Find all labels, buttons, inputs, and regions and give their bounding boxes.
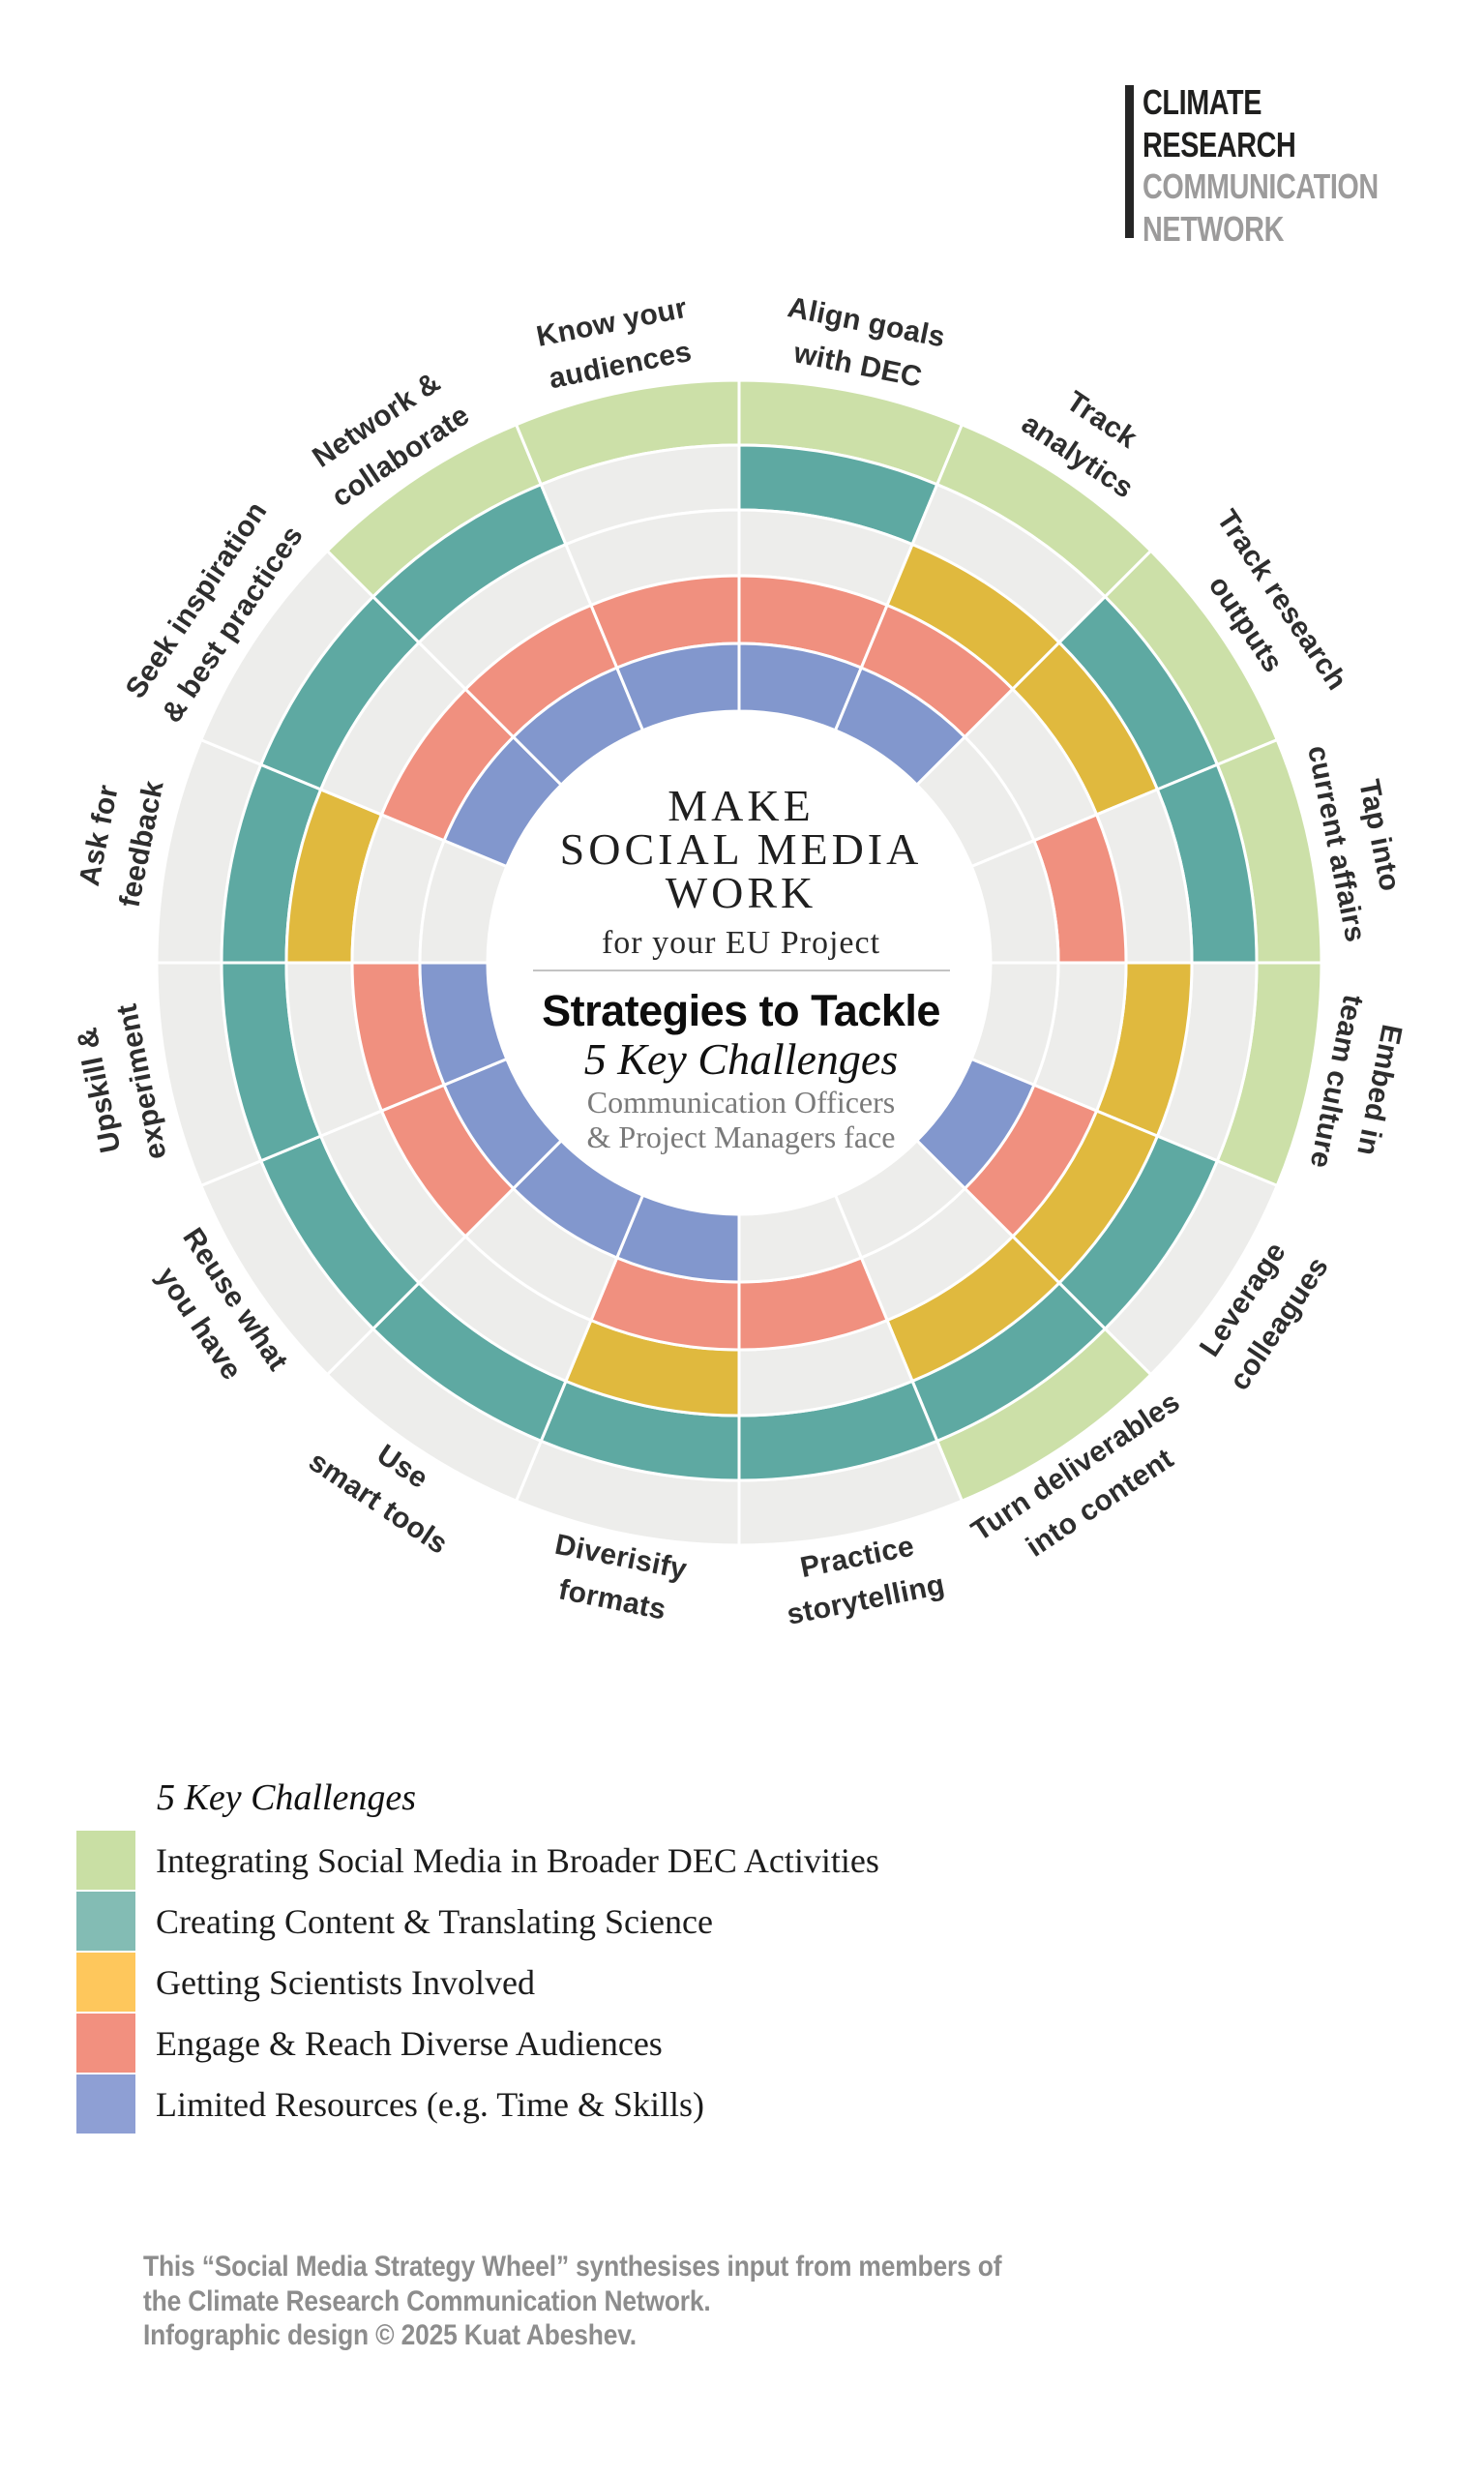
legend-label: Limited Resources (e.g. Time & Skills)	[156, 2084, 704, 2124]
legend-swatch	[76, 2014, 135, 2073]
logo-line: CLIMATE	[1143, 82, 1262, 122]
legend-label: Engage & Reach Diverse Audiences	[156, 2023, 663, 2063]
legend-row: Engage & Reach Diverse Audiences	[76, 2014, 879, 2073]
wheel-subheading: 5 Key Challenges	[583, 1034, 899, 1084]
wheel-cells	[155, 378, 1323, 1547]
legend-row: Integrating Social Media in Broader DEC …	[76, 1831, 879, 1890]
logo-line: COMMUNICATION	[1143, 166, 1379, 206]
wheel-audience-note: Communication Officers & Project Manager…	[586, 1085, 896, 1154]
wheel-sector-label: Tap into	[1352, 777, 1406, 894]
legend: Integrating Social Media in Broader DEC …	[76, 1831, 879, 2135]
legend-label: Getting Scientists Involved	[156, 1962, 535, 2002]
wheel-heading: Strategies to Tackle	[542, 986, 940, 1035]
legend-swatch	[76, 1892, 135, 1951]
wheel-sector-label: formats	[556, 1573, 668, 1626]
legend-label: Creating Content & Translating Science	[156, 1901, 713, 1941]
legend-row: Getting Scientists Involved	[76, 1953, 879, 2012]
wheel-title: MAKE SOCIAL MEDIA WORK	[559, 781, 923, 917]
logo-bar	[1125, 85, 1134, 238]
wheel-sector-label: Ask for	[74, 782, 125, 888]
legend-swatch	[76, 2074, 135, 2134]
wheel-subtitle: for your EU Project	[601, 925, 881, 961]
logo-line: RESEARCH	[1143, 124, 1296, 164]
center-divider	[533, 970, 950, 971]
legend-swatch	[76, 1953, 135, 2012]
legend-label: Integrating Social Media in Broader DEC …	[156, 1840, 879, 1880]
wheel-cell	[614, 642, 741, 732]
legend-title: 5 Key Challenges	[157, 1777, 417, 1818]
legend-row: Limited Resources (e.g. Time & Skills)	[76, 2074, 879, 2134]
logo-text: CLIMATE RESEARCH COMMUNICATION NETWORK	[1143, 81, 1379, 250]
legend-swatch	[76, 1831, 135, 1890]
logo-line: NETWORK	[1143, 208, 1284, 249]
footer-credit: This “Social Media Strategy Wheel” synth…	[143, 2251, 1002, 2351]
legend-row: Creating Content & Translating Science	[76, 1892, 879, 1951]
